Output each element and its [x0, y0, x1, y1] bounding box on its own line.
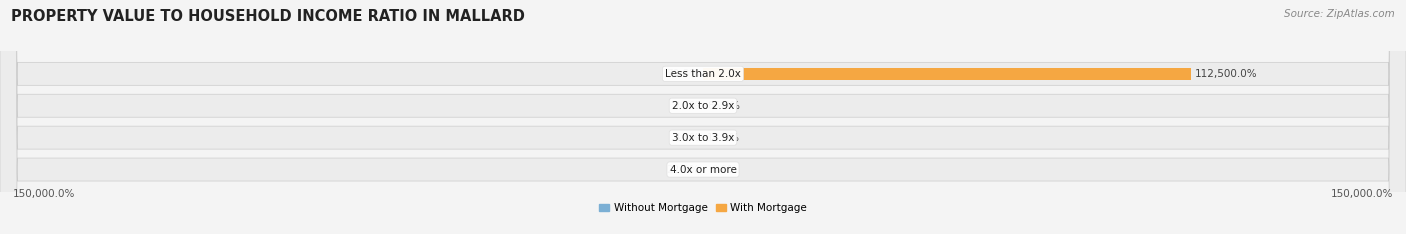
Text: Source: ZipAtlas.com: Source: ZipAtlas.com: [1284, 9, 1395, 19]
Text: PROPERTY VALUE TO HOUSEHOLD INCOME RATIO IN MALLARD: PROPERTY VALUE TO HOUSEHOLD INCOME RATIO…: [11, 9, 524, 24]
Bar: [703, 68, 1191, 80]
Text: Less than 2.0x: Less than 2.0x: [665, 69, 741, 79]
Text: 22.9%: 22.9%: [666, 165, 699, 175]
Text: 86.0%: 86.0%: [707, 101, 740, 111]
Text: 4.0x or more: 4.0x or more: [669, 165, 737, 175]
Text: 2.1%: 2.1%: [673, 101, 700, 111]
Legend: Without Mortgage, With Mortgage: Without Mortgage, With Mortgage: [595, 199, 811, 218]
Text: 14.0%: 14.0%: [707, 133, 740, 143]
Text: 150,000.0%: 150,000.0%: [13, 189, 76, 199]
Text: 0.0%: 0.0%: [711, 165, 738, 175]
Text: 4.2%: 4.2%: [673, 133, 700, 143]
Text: 112,500.0%: 112,500.0%: [1195, 69, 1257, 79]
Text: 2.0x to 2.9x: 2.0x to 2.9x: [672, 101, 734, 111]
Text: 3.0x to 3.9x: 3.0x to 3.9x: [672, 133, 734, 143]
Text: 150,000.0%: 150,000.0%: [1330, 189, 1393, 199]
Text: 70.8%: 70.8%: [666, 69, 699, 79]
